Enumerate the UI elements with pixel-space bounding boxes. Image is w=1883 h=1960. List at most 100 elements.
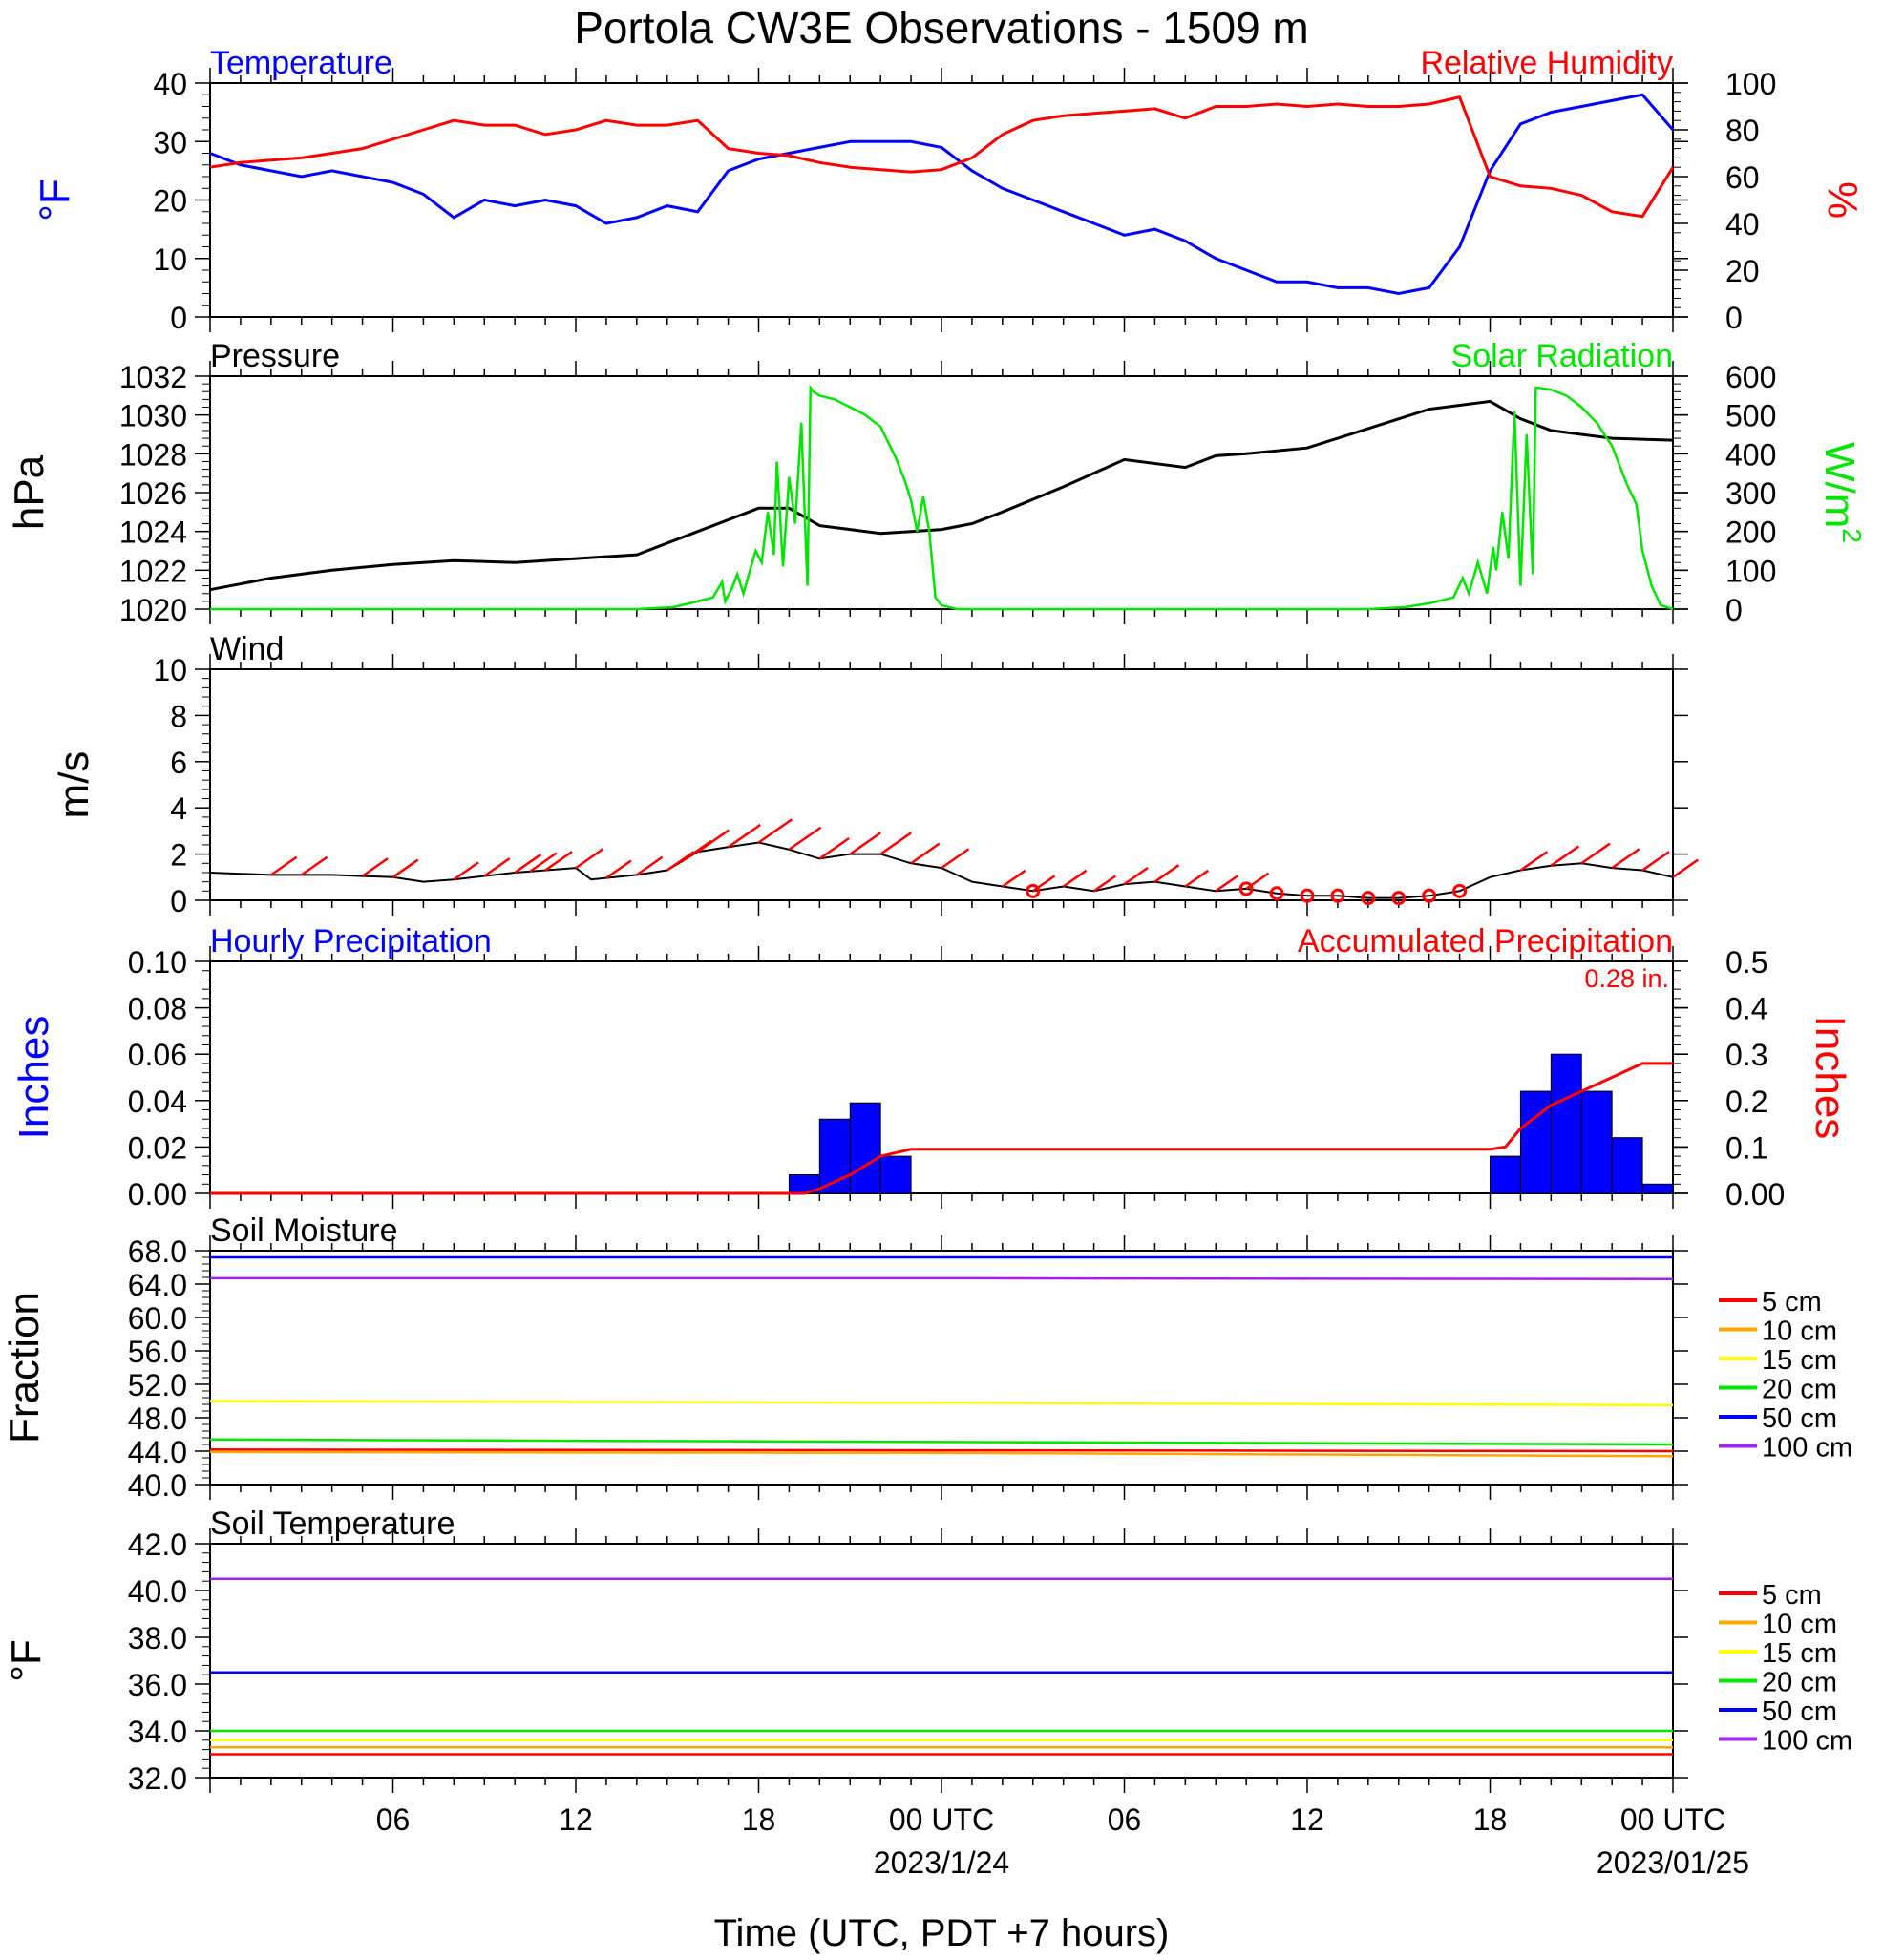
wind-barb xyxy=(1002,869,1026,888)
y-tick-label: 0.10 xyxy=(128,945,187,980)
y-tick-label: 1020 xyxy=(119,593,187,627)
axis-label: °F xyxy=(3,1639,50,1681)
legend-label: 50 cm xyxy=(1762,1697,1837,1727)
axis-label: % xyxy=(1819,181,1866,219)
panel-precipitation: 0.00 0.02 0.04 0.06 0.08 0.10 0.00 0.1 0.2 0.3 0.4… xyxy=(11,923,1853,1212)
wind-barb xyxy=(941,848,970,870)
y-tick-label: 64.0 xyxy=(128,1268,187,1302)
x-tick-label: 06 xyxy=(376,1802,411,1837)
soil-series-line xyxy=(209,1448,1674,1453)
accumulated-precip-line xyxy=(210,1062,1673,1195)
chart-title: Portola CW3E Observations - 1509 m xyxy=(574,3,1309,53)
axis-label: Fraction xyxy=(1,1292,48,1444)
y-tick-label: 38.0 xyxy=(128,1621,187,1655)
panel-title-left: Soil Moisture xyxy=(210,1212,398,1249)
x-tick-label: 00 UTC xyxy=(889,1802,994,1837)
wind-barb xyxy=(1123,866,1149,886)
legend-label: 10 cm xyxy=(1762,1317,1837,1347)
y-tick-label: 1030 xyxy=(119,399,187,433)
wind-barb xyxy=(1215,875,1238,893)
y-tick-label: 0.08 xyxy=(128,992,187,1026)
wind-barb xyxy=(1550,845,1580,867)
plot-frame xyxy=(209,375,1674,610)
y-tick-label: 56.0 xyxy=(128,1335,187,1369)
y-tick-label: 500 xyxy=(1725,399,1776,433)
panel-title-left: Soil Temperature xyxy=(210,1506,455,1542)
calm-wind-marker xyxy=(1238,881,1254,896)
legend-label: 50 cm xyxy=(1762,1403,1837,1434)
y-tick-label: 0.4 xyxy=(1725,992,1767,1026)
axis-label: °F xyxy=(32,179,78,221)
solar-radiation-line xyxy=(210,384,1674,611)
y-tick-label: 100 xyxy=(1725,554,1776,588)
y-tick-label: 1028 xyxy=(119,437,187,472)
y-tick-label: 80 xyxy=(1725,114,1760,148)
hourly-precip-bar xyxy=(1580,1090,1613,1194)
wind-barb xyxy=(757,818,793,844)
y-tick-label: 400 xyxy=(1725,437,1776,472)
axis-label: m/s xyxy=(51,751,97,819)
y-tick-label: 1022 xyxy=(119,554,187,588)
legend-label: 5 cm xyxy=(1762,1580,1822,1611)
panel-title-left: Wind xyxy=(210,631,284,667)
y-tick-label: 0.00 xyxy=(128,1177,187,1212)
panel-title-right: Solar Radiation xyxy=(1451,338,1673,374)
y-tick-label: 60 xyxy=(1725,160,1760,195)
wind-barb xyxy=(1672,858,1699,878)
wind-barb xyxy=(514,853,542,874)
wind-barb xyxy=(910,842,941,865)
humidity-line xyxy=(209,95,1675,219)
x-date-label: 2023/1/24 xyxy=(874,1845,1009,1880)
legend-label: 15 cm xyxy=(1762,1638,1837,1669)
wind-barb xyxy=(391,858,419,878)
y-tick-label: 40.0 xyxy=(128,1574,187,1609)
wind-barb xyxy=(636,855,664,876)
legend-label: 20 cm xyxy=(1762,1375,1837,1405)
panel-title-left: Temperature xyxy=(210,45,392,81)
legend-label: 20 cm xyxy=(1762,1668,1837,1698)
wind-barb xyxy=(1062,869,1088,888)
wind-barb xyxy=(575,848,604,870)
temperature-line xyxy=(209,93,1675,296)
calm-wind-marker xyxy=(1391,891,1407,906)
soil-series-line xyxy=(210,1276,1674,1281)
y-tick-label: 0.04 xyxy=(128,1085,187,1119)
wind-barb xyxy=(849,832,881,855)
plot-frame xyxy=(209,668,1674,901)
y-tick-label: 30 xyxy=(153,125,187,159)
y-tick-label: 10 xyxy=(153,242,187,277)
wind-barb xyxy=(1580,842,1611,865)
legend-label: 100 cm xyxy=(1762,1433,1852,1464)
y-tick-label: 40 xyxy=(1725,207,1760,242)
wind-barb xyxy=(788,826,822,851)
panel-pressure-solar: 1020 1022 1024 1026 1028 1030 1032 0 100 200 300 40… xyxy=(6,338,1867,627)
hourly-precip-bar xyxy=(1641,1183,1674,1194)
y-tick-label: 0.02 xyxy=(128,1130,187,1165)
x-tick-label: 06 xyxy=(1108,1802,1142,1837)
x-axis-label: Time (UTC, PDT +7 hours) xyxy=(714,1912,1170,1954)
plot-frame xyxy=(209,960,1674,1194)
legend-label: 5 cm xyxy=(1762,1287,1822,1317)
x-tick-label: 12 xyxy=(559,1802,593,1837)
y-tick-label: 0 xyxy=(170,884,187,918)
y-tick-label: 48.0 xyxy=(128,1402,187,1436)
y-tick-label: 40 xyxy=(153,67,187,101)
wind-barb xyxy=(818,836,850,860)
panel-soil-moisture: 40.044.048.052.056.060.064.068.0 Soil Moi… xyxy=(1,1212,1852,1503)
x-tick-label: 18 xyxy=(742,1802,776,1837)
y-tick-label: 1032 xyxy=(119,360,187,394)
y-tick-label: 20 xyxy=(153,184,187,219)
x-tick-label: 00 UTC xyxy=(1620,1802,1725,1837)
wind-barb xyxy=(544,851,573,872)
x-axis: 06 12 18 00 UTC 2023/1/24 06 12 18 00 UTC 2023/01… xyxy=(376,1802,1749,1880)
y-tick-label: 6 xyxy=(170,746,187,780)
y-tick-label: 2 xyxy=(170,838,187,873)
panel-title-left: Pressure xyxy=(210,338,340,374)
y-tick-label: 0.06 xyxy=(128,1038,187,1072)
y-tick-label: 1024 xyxy=(119,516,187,550)
wind-barb xyxy=(529,852,558,873)
y-tick-label: 0.2 xyxy=(1725,1085,1767,1119)
hourly-precip-bar xyxy=(1490,1155,1521,1194)
y-tick-label: 20 xyxy=(1725,254,1760,288)
panel-title-right: Accumulated Precipitation xyxy=(1298,923,1673,959)
